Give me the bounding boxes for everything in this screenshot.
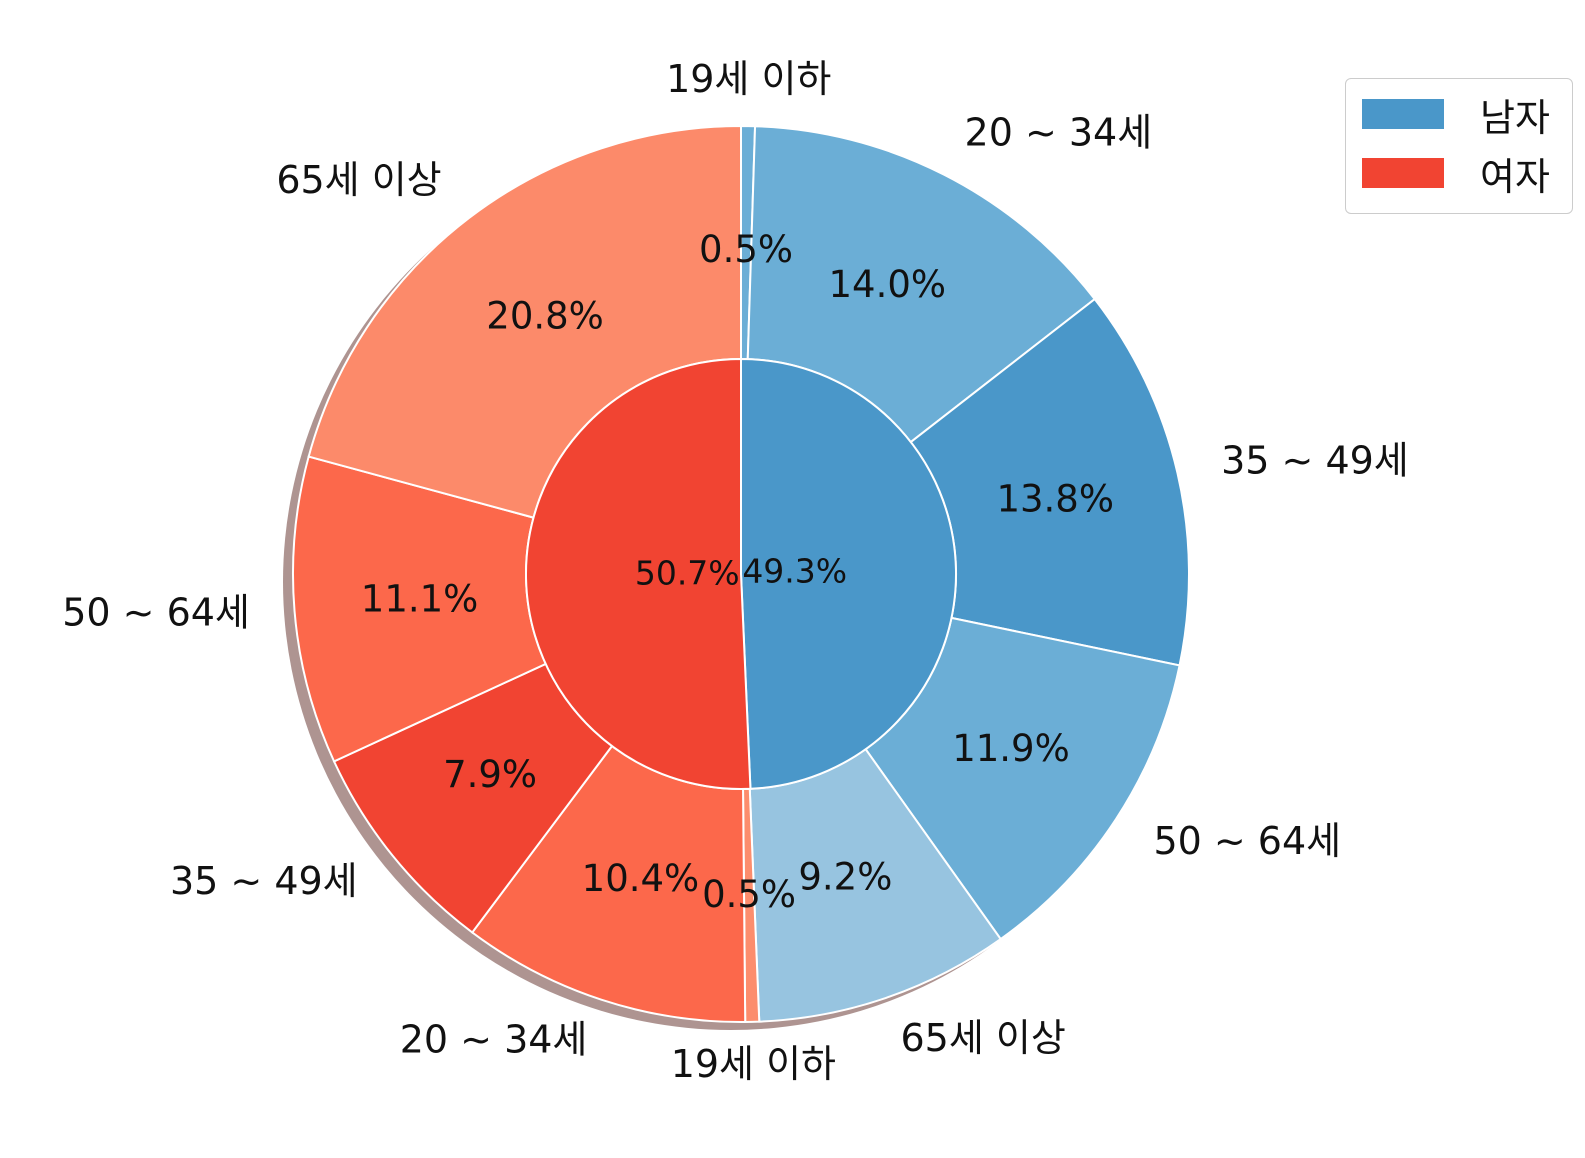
outer-category-label-2: 35 ~ 49세 bbox=[1221, 438, 1409, 482]
outer-category-label-9: 65세 이상 bbox=[276, 158, 441, 202]
outer-category-label-7: 35 ~ 49세 bbox=[170, 859, 358, 903]
chart-labels: 19세 이하 20 ~ 34세 35 ~ 49세 50 ~ 64세 65세 이상 19세 … bbox=[62, 57, 1409, 1086]
inner-percent-label-female: 50.7% bbox=[635, 554, 740, 593]
inner-ring bbox=[525, 357, 957, 790]
legend-label-male: 남자 bbox=[1480, 95, 1550, 140]
inner-slice-female bbox=[525, 357, 752, 790]
inner-slice-male bbox=[740, 357, 957, 790]
outer-percent-label-7: 7.9% bbox=[443, 753, 537, 796]
outer-percent-label-5: 0.5% bbox=[702, 873, 796, 916]
outer-percent-label-9: 20.8% bbox=[486, 294, 604, 337]
outer-ring bbox=[292, 124, 1190, 1023]
outer-category-label-4: 65세 이상 bbox=[900, 1016, 1065, 1060]
outer-category-label-6: 20 ~ 34세 bbox=[400, 1018, 588, 1062]
outer-percent-label-2: 13.8% bbox=[996, 478, 1114, 521]
outer-category-label-5: 19세 이하 bbox=[671, 1042, 836, 1086]
legend-label-female: 여자 bbox=[1480, 154, 1550, 199]
legend-swatch-female bbox=[1362, 158, 1444, 188]
outer-percent-label-3: 11.9% bbox=[952, 727, 1070, 770]
legend-swatch-male bbox=[1362, 99, 1444, 129]
legend: 남자 여자 bbox=[1345, 78, 1573, 214]
outer-percent-label-0: 0.5% bbox=[699, 228, 793, 271]
outer-category-label-1: 20 ~ 34세 bbox=[965, 110, 1153, 154]
outer-percent-label-1: 14.0% bbox=[829, 263, 947, 306]
legend-item-male: 남자 bbox=[1362, 94, 1550, 140]
legend-item-female: 여자 bbox=[1362, 153, 1550, 199]
outer-percent-label-6: 10.4% bbox=[582, 857, 700, 900]
outer-category-label-0: 19세 이하 bbox=[666, 57, 831, 101]
outer-percent-label-8: 11.1% bbox=[361, 577, 479, 620]
outer-category-label-3: 50 ~ 64세 bbox=[1153, 819, 1341, 863]
outer-category-label-8: 50 ~ 64세 bbox=[62, 590, 250, 634]
inner-percent-label-male: 49.3% bbox=[742, 551, 847, 590]
outer-percent-label-4: 9.2% bbox=[798, 856, 892, 899]
